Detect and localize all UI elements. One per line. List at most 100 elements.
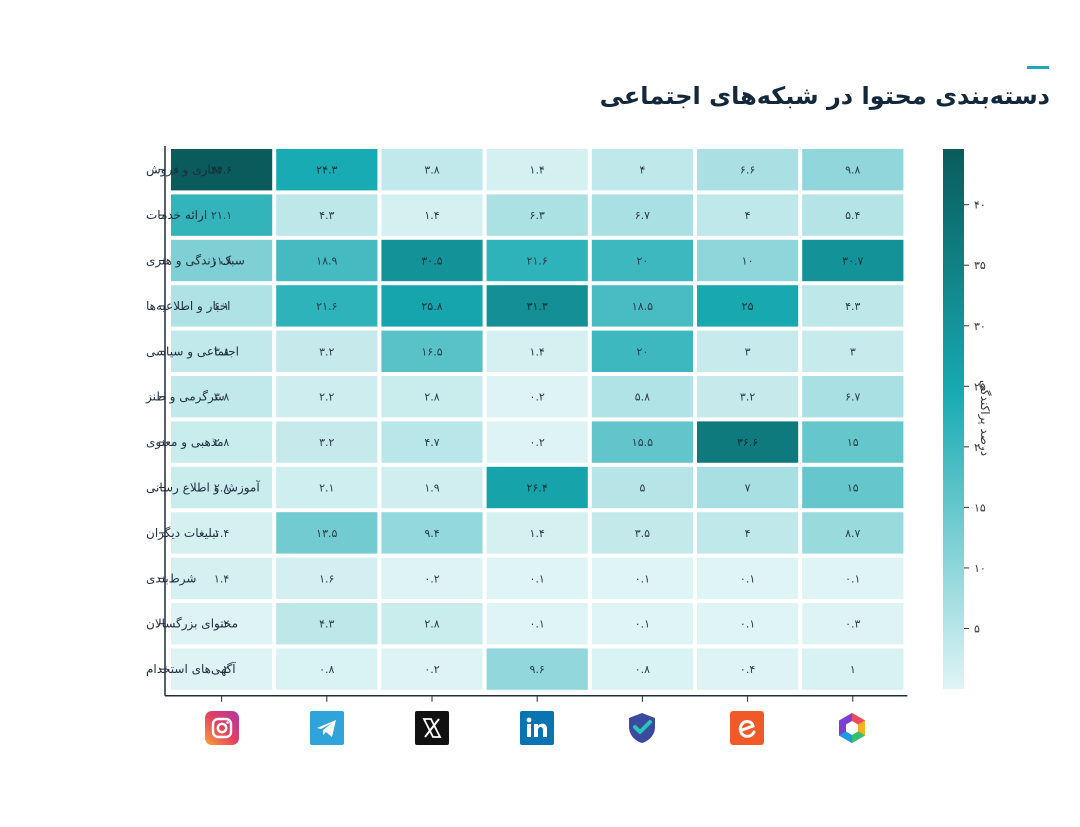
heatmap-cell <box>276 194 378 236</box>
heatmap-cell <box>171 149 273 191</box>
cell-value-label: ۱.۴ <box>530 527 545 540</box>
cell-value-label: ۵.۴ <box>845 209 860 222</box>
heatmap-cell <box>591 648 693 690</box>
cell-value-label: ۲۵.۸ <box>421 300 442 313</box>
cell-value-label: ۰.۳ <box>845 618 860 631</box>
cell-value-label: ۳۰.۷ <box>842 255 863 268</box>
heatmap-cell <box>171 648 273 690</box>
row-label: تجاری و فروش <box>146 163 222 178</box>
heatmap-cell <box>591 466 693 509</box>
colorbar-tick-label: ۱۵ <box>974 501 986 514</box>
cell-value-label: ۰.۲ <box>214 663 229 676</box>
cell-value-label: ۱.۴ <box>530 164 545 177</box>
row-label: محتوای بزرگسالان <box>146 617 238 632</box>
colorbar-tick-label: ۲۰ <box>974 441 986 454</box>
cell-value-label: ۱.۴ <box>530 345 545 358</box>
cell-value-label: ۲۵ <box>742 300 754 313</box>
row-label: سبک زندگی و هنری <box>146 254 245 269</box>
cell-value-label: ۶.۷ <box>635 209 650 222</box>
row-label: تبلیغات دیگران <box>146 526 219 541</box>
heatmap-cell <box>486 194 588 236</box>
cell-value-label: ۰.۱ <box>740 572 755 585</box>
colorbar-title: درصد پراکندگی <box>978 379 992 457</box>
heatmap-cell <box>276 648 378 690</box>
row-label: آموزش و اطلاع رسانی <box>146 480 260 496</box>
colorbar <box>943 149 964 689</box>
heatmap-cell <box>802 149 904 191</box>
heatmap-cell <box>381 239 483 282</box>
cell-value-label: ۳.۲ <box>319 345 334 358</box>
heatmap-cell <box>381 149 483 191</box>
cell-value-label: ۴ <box>745 209 751 222</box>
cell-value-label: ۱۰ <box>742 255 754 268</box>
cell-value-label: ۰.۲ <box>530 391 545 404</box>
cell-value-label: ۱۸.۹ <box>316 255 337 268</box>
heatmap-cell <box>171 376 273 418</box>
heatmap-cell <box>697 149 799 191</box>
cell-value-label: ۹.۴ <box>424 527 439 540</box>
heatmap-cell <box>591 330 693 372</box>
cell-value-label: ۴ <box>745 527 751 540</box>
cell-value-label: ۱۳.۵ <box>316 527 337 540</box>
heatmap-cell <box>486 421 588 463</box>
heatmap-cell <box>697 285 799 327</box>
cell-value-label: ۱.۴ <box>424 209 439 222</box>
heatmap-cell <box>276 466 378 509</box>
cell-value-label: ۰.۸ <box>319 663 334 676</box>
cell-value-label: ۳۱.۳ <box>527 300 548 313</box>
heatmap-cell <box>486 330 588 372</box>
colorbar-tick-label: ۵ <box>974 622 980 635</box>
cell-value-label: ۲.۲ <box>319 391 334 404</box>
cell-value-label: ۱ <box>850 663 856 676</box>
colorbar-tick-label: ۴۰ <box>974 199 986 212</box>
heatmap-cell <box>802 512 904 554</box>
cell-value-label: ۰.۱ <box>530 618 545 631</box>
heatmap-cell <box>171 421 273 463</box>
heatmap-cell <box>591 239 693 282</box>
heatmap-cell <box>591 512 693 554</box>
heatmap-cell <box>591 557 693 599</box>
cell-value-label: ۲.۸ <box>214 482 229 495</box>
cell-value-label: ۰.۸ <box>635 663 650 676</box>
row-label: اجتماعی و سیاسی <box>146 344 239 359</box>
heatmap-cell <box>486 557 588 599</box>
heatmap-cell <box>802 466 904 509</box>
cell-value-label: ۲۰ <box>636 345 648 358</box>
cell-value-label: ۱۵.۵ <box>632 436 653 449</box>
cell-value-label: ۲۶.۴ <box>527 482 548 495</box>
cell-value-label: ۰.۱ <box>635 572 650 585</box>
cell-value-label: ۰.۴ <box>740 663 755 676</box>
heatmap-cell <box>171 466 273 509</box>
heatmap-cell <box>591 376 693 418</box>
heatmap-cell <box>276 603 378 645</box>
heatmap-cell <box>171 557 273 599</box>
cell-value-label: ۳ <box>745 345 751 358</box>
cell-value-label: ۴.۳ <box>319 618 334 631</box>
telegram-icon <box>310 711 344 745</box>
heatmap-cell <box>486 512 588 554</box>
cell-value-label: ۹.۶ <box>530 663 545 676</box>
heatmap-cell <box>697 603 799 645</box>
heatmap-cell <box>802 330 904 372</box>
heatmap-cell <box>381 466 483 509</box>
colorbar-tick-label: ۲۵ <box>974 380 986 393</box>
heatmap-cell <box>802 239 904 282</box>
heatmap-cell <box>276 330 378 372</box>
heatmap-cell <box>171 194 273 236</box>
heatmap-cell <box>802 648 904 690</box>
cell-value-label: ۱۸.۵ <box>632 300 653 313</box>
heatmap-cell <box>697 648 799 690</box>
heatmap-cell <box>591 603 693 645</box>
heatmap-cell <box>381 330 483 372</box>
cell-value-label: ۴.۷ <box>424 436 439 449</box>
cell-value-label: ۸.۷ <box>845 527 860 540</box>
cell-value-label: ۲.۸ <box>424 391 439 404</box>
heatmap-cell <box>802 376 904 418</box>
heatmap-cell <box>697 557 799 599</box>
colorbar-tick-label: ۱۰ <box>974 562 986 575</box>
row-label: مذهبی و معنوی <box>146 435 224 450</box>
heatmap-cell <box>171 603 273 645</box>
cell-value-label: ۲.۸ <box>424 618 439 631</box>
heatmap-cell <box>802 285 904 327</box>
cell-value-label: ۲.۸ <box>214 436 229 449</box>
